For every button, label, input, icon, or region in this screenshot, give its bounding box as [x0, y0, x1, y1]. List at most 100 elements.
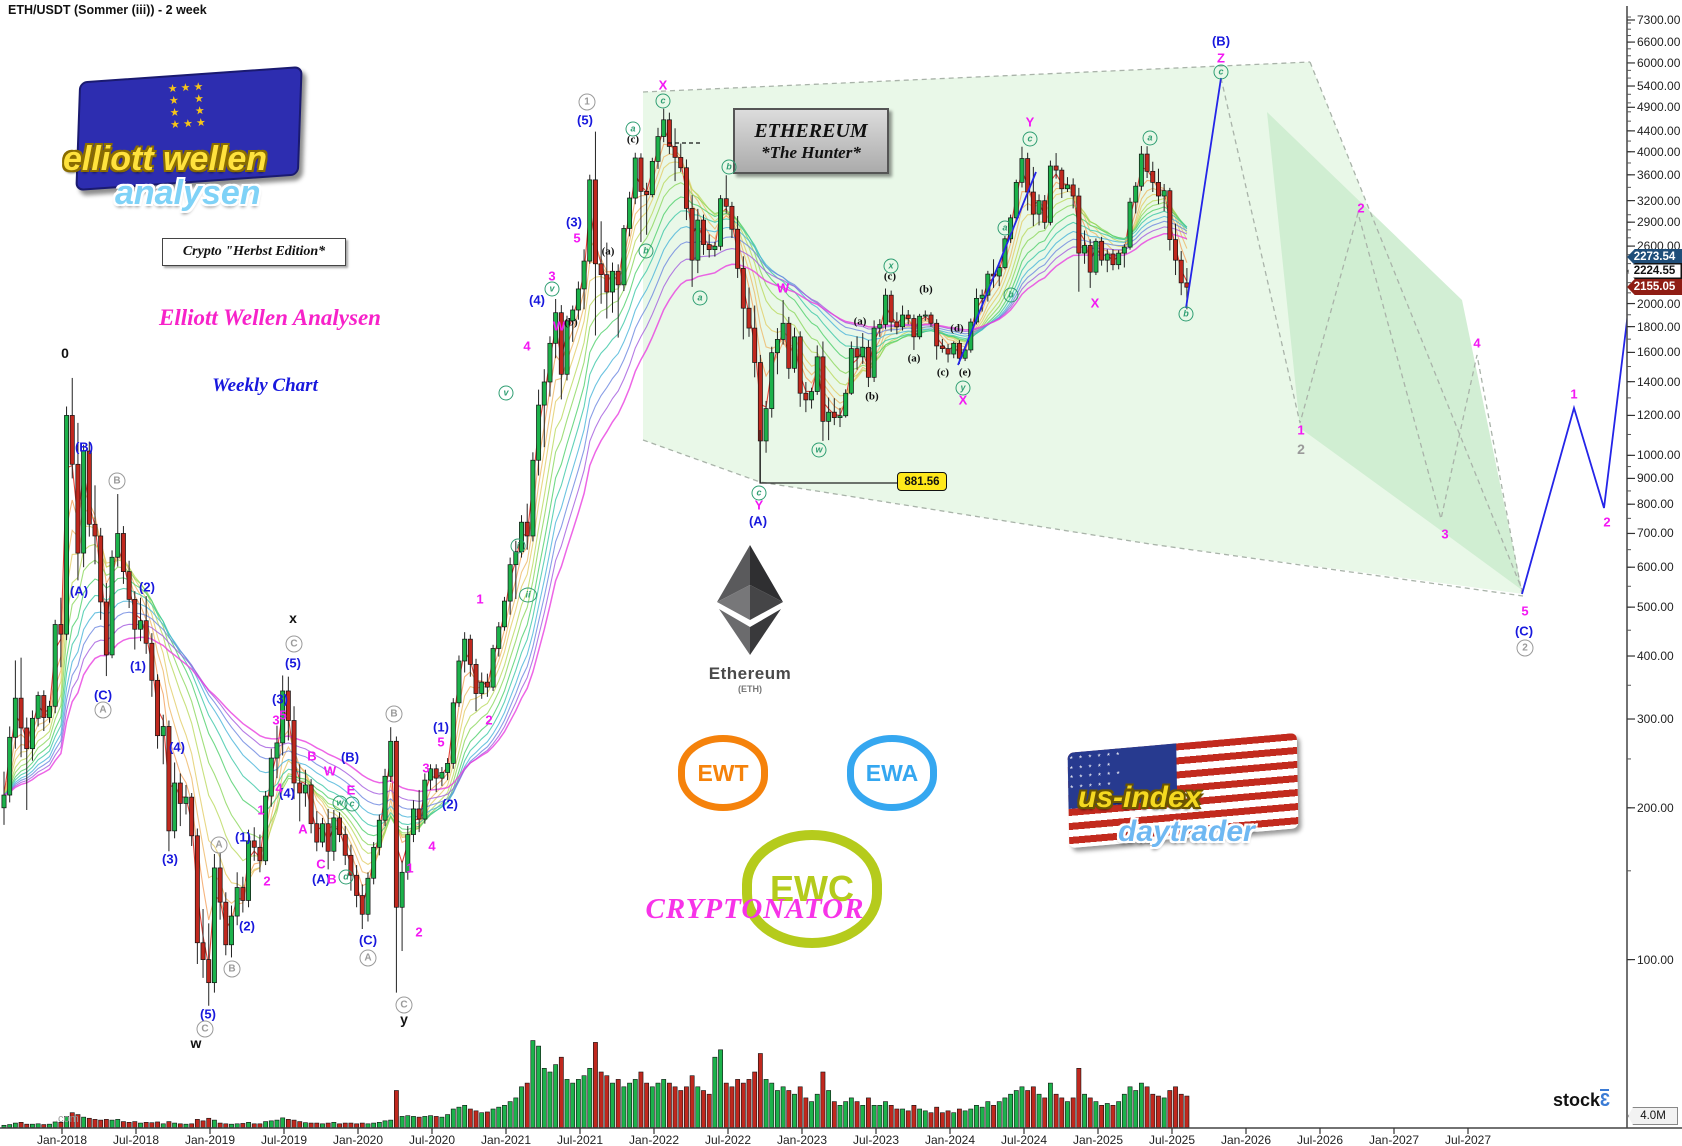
wave-label-w: w — [811, 442, 827, 458]
wave-label-B: (B) — [340, 749, 360, 765]
wave-label-B: B — [327, 871, 337, 887]
wave-label-2: (2) — [442, 796, 458, 812]
price-tick-label: 100.00 — [1637, 952, 1674, 967]
wave-label-3: 3 — [1441, 526, 1449, 542]
wave-label-B: B — [307, 748, 317, 764]
ema-line-p18 — [3, 196, 1188, 837]
price-tick-label: 3600.00 — [1637, 167, 1681, 182]
date-tick-label: Jan-2023 — [776, 1133, 828, 1146]
wave-label-4: (4) — [279, 785, 295, 801]
wave-label-4: (4) — [529, 292, 545, 308]
wave-label-W: W — [776, 280, 790, 296]
wave-label-c: c — [344, 796, 360, 812]
wave-label-5: (5) — [577, 112, 593, 128]
price-tick-label: 500.00 — [1637, 600, 1674, 615]
ethereum-logo: Ethereum (ETH) — [700, 545, 800, 695]
wave-label-3: (3) — [566, 214, 582, 230]
wave-label-d: d — [338, 869, 354, 885]
wave-label-3: 3 — [422, 760, 430, 776]
wave-label-X: X — [958, 392, 968, 408]
price-tick-label: 1400.00 — [1637, 374, 1681, 389]
stock3-text: stock — [1553, 1090, 1601, 1110]
wave-label-v: v — [544, 281, 560, 297]
volume-axis-tag: 4.0M — [1628, 1107, 1678, 1125]
wave-label-a: (a) — [853, 315, 867, 328]
wave-label-5: (5) — [200, 1006, 216, 1022]
wave-label-c: c — [655, 93, 671, 109]
date-tick-label: Jul-2018 — [112, 1133, 160, 1146]
wave-label-C: C — [285, 635, 303, 653]
wave-label-5: 5 — [573, 230, 581, 246]
low-price-marker-tag: 881.56 — [897, 472, 947, 491]
wave-label-0: 0 — [61, 345, 69, 361]
wave-label-A: A — [210, 836, 228, 854]
wave-label-C: C — [395, 996, 413, 1014]
wave-label-X: X — [1090, 295, 1100, 311]
elliott-wellen-logo: ★ ★ ★ ★ ★ ★ ★ ★ ★ ★ elliott wellen analysen — [55, 62, 335, 212]
date-tick-label: Jan-2021 — [480, 1133, 532, 1146]
wave-label-W: W — [323, 763, 337, 779]
wave-label-b: (b) — [865, 390, 879, 403]
blue-projection-line-1 — [1185, 77, 1222, 309]
weekly-chart-subtitle: Weekly Chart — [212, 375, 318, 396]
date-tick-label: Jan-2022 — [628, 1133, 680, 1146]
ethereum-hunter-box: ETHEREUM *The Hunter* — [733, 108, 889, 174]
date-tick-label: Jul-2027 — [1444, 1133, 1492, 1146]
ewc-badge: EWC — [742, 830, 882, 948]
wave-label-2: (2) — [139, 579, 155, 595]
wave-label-Z: Z — [1217, 50, 1225, 66]
plot-area[interactable] — [1, 61, 1633, 1128]
price-tick-label: 1600.00 — [1637, 345, 1681, 360]
wave-label-3: (3) — [162, 851, 178, 867]
wave-label-1: 1 — [1297, 422, 1305, 438]
wave-label-A: A — [298, 821, 308, 837]
volume-bars — [1, 1040, 1190, 1128]
wave-label-v: v — [498, 385, 514, 401]
us-index-daytrader-logo: * * * * * * * * * * * * * * * * * * * * * *… — [1060, 732, 1330, 873]
price-tick-label: 2900.00 — [1637, 215, 1681, 230]
wave-label-w: w — [190, 1035, 202, 1051]
candles — [1, 108, 1190, 1006]
price-tick-label: 3200.00 — [1637, 193, 1681, 208]
stock3-digit: 3 — [1600, 1090, 1611, 1110]
wave-label-x: x — [883, 258, 899, 274]
wave-label-C: (C) — [93, 687, 113, 703]
elliott-wellen-analysen-title: Elliott Wellen Analysen — [159, 305, 381, 330]
chart-title: ETH/USDT (Sommer (iii)) - 2 week — [8, 3, 207, 17]
date-tick-label: Jan-2024 — [924, 1133, 976, 1146]
blue-projection-line-0 — [957, 171, 1037, 366]
price-tick-label: 5400.00 — [1637, 79, 1681, 94]
wave-label-2: 2 — [1357, 200, 1365, 216]
price-tick-label: 800.00 — [1637, 497, 1674, 512]
wave-label-b: (b) — [564, 316, 578, 329]
date-tick-label: Jan-2019 — [184, 1133, 236, 1146]
wave-label-2: 2 — [415, 924, 423, 940]
price-tag-trendline: 2224.55 — [1627, 263, 1682, 279]
wave-label-1: 1 — [476, 591, 484, 607]
date-tick-label: Jul-2021 — [556, 1133, 604, 1146]
wave-label-Y: Y — [1025, 114, 1035, 130]
wave-label-C: (C) — [1514, 623, 1534, 639]
ethereum-ticker: (ETH) — [738, 684, 762, 694]
wave-label-A: A — [359, 949, 377, 967]
wave-label-4: 4 — [428, 838, 436, 854]
wave-label-c: c — [1213, 64, 1229, 80]
hunter-line2: *The Hunter* — [761, 142, 861, 162]
wave-label-A: (A) — [748, 513, 768, 529]
wave-label-1: (1) — [130, 658, 146, 674]
wave-label-e: (e) — [958, 366, 972, 379]
price-tick-label: 2000.00 — [1637, 296, 1681, 311]
wave-label-c: c — [751, 485, 767, 501]
wave-label-x: x — [289, 610, 297, 626]
wave-label-2: 2 — [1297, 441, 1305, 457]
hunter-line1: ETHEREUM — [754, 119, 868, 142]
wave-label-y: y — [400, 1011, 408, 1027]
wave-label-b: b — [638, 243, 654, 259]
wave-label-3: (3) — [272, 691, 288, 707]
price-tick-label: 7300.00 — [1637, 13, 1681, 27]
wave-label-4: 4 — [275, 780, 283, 796]
price-tick-label: 4000.00 — [1637, 144, 1681, 159]
price-tick-label: 400.00 — [1637, 649, 1674, 663]
